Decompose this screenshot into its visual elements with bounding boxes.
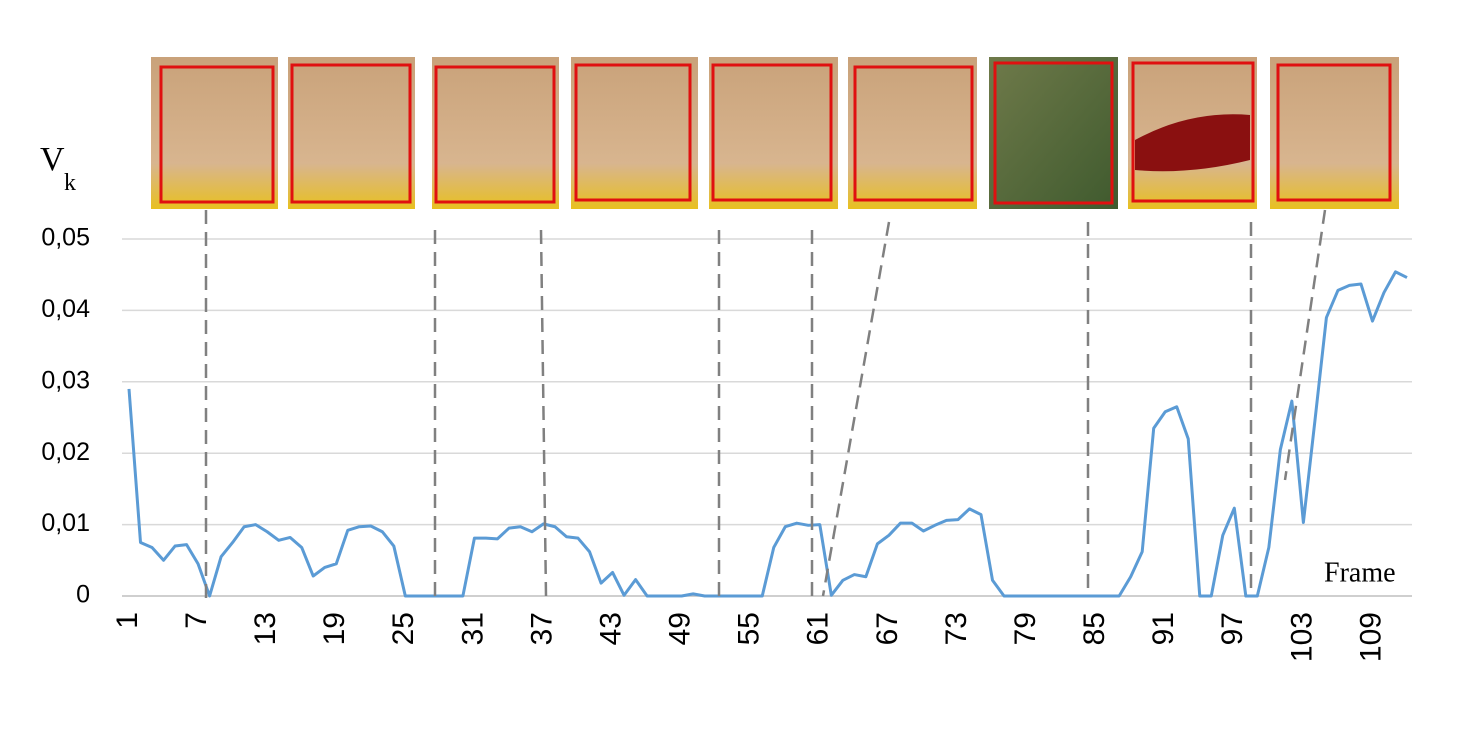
thumbnail (848, 57, 977, 209)
y-tick-label: 0,04 (41, 295, 90, 323)
y-axis-label-sub: k (64, 170, 76, 196)
thumbnail (571, 57, 698, 209)
plot: 0 0,01 0,02 0,03 0,04 0,05 1 7 13 19 25 31 37 43 49 55 6… (41, 224, 1412, 662)
x-tick-label: 103 (1285, 612, 1318, 662)
y-tick-label: 0,02 (41, 438, 90, 466)
y-tick-label: 0,05 (41, 224, 90, 252)
thumbnail (288, 57, 415, 209)
thumbnail (1128, 57, 1257, 209)
x-tick-label: 19 (318, 612, 351, 645)
x-tick-label: 67 (871, 612, 904, 645)
x-tick-label: 85 (1078, 612, 1111, 645)
y-axis-label: V (40, 141, 65, 178)
x-tick-label: 91 (1147, 612, 1180, 645)
x-tick-label: 79 (1009, 612, 1042, 645)
x-tick-label: 61 (802, 612, 835, 645)
x-axis-label: Frame (1324, 557, 1396, 588)
x-tick-label: 13 (249, 612, 282, 645)
thumbnail (1270, 57, 1399, 209)
thumbnail (709, 57, 838, 209)
connectors (204, 209, 1327, 600)
x-tick-label: 73 (940, 612, 973, 645)
x-tick-label: 37 (525, 612, 558, 645)
x-tick-label: 25 (387, 612, 420, 645)
x-tick-label: 97 (1216, 612, 1249, 645)
y-tick-label: 0 (76, 581, 90, 609)
data-line (127, 270, 1408, 598)
x-tick-label: 43 (594, 612, 627, 645)
y-tick-label: 0,01 (41, 509, 90, 537)
x-tick-label: 49 (664, 612, 697, 645)
thumbnail (432, 57, 559, 209)
x-tick-label: 7 (180, 612, 213, 629)
thumbnail (151, 57, 278, 209)
y-tick-label: 0,03 (41, 366, 90, 394)
x-tick-label: 109 (1354, 612, 1387, 662)
x-tick-label: 1 (111, 612, 144, 629)
x-tick-label: 55 (733, 612, 766, 645)
thumbnails (151, 57, 1399, 209)
x-tick-label: 31 (456, 612, 489, 645)
thumbnail (989, 57, 1118, 209)
